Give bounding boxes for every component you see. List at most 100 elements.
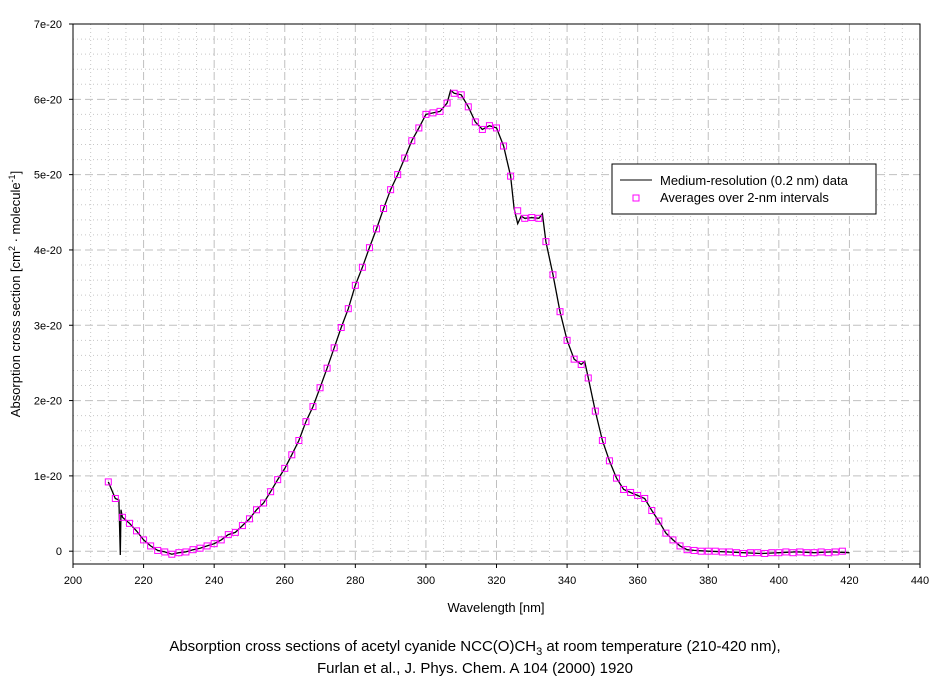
x-tick-label: 200	[64, 575, 82, 587]
x-tick-label: 300	[417, 575, 435, 587]
data-point-marker	[549, 271, 557, 279]
series-medium-resolution	[107, 89, 850, 556]
legend: Medium-resolution (0.2 nm) data Averages…	[611, 163, 877, 215]
data-point-marker	[669, 536, 677, 544]
data-point-marker	[676, 542, 684, 550]
data-point-marker	[373, 225, 381, 233]
data-point-marker	[274, 476, 282, 484]
data-point-marker	[140, 536, 148, 544]
data-point-marker	[189, 546, 197, 554]
y-tick-label: 1e-20	[34, 471, 62, 483]
data-point-marker	[500, 142, 508, 150]
data-point-marker	[803, 549, 811, 557]
data-point-marker	[295, 436, 303, 444]
y-tick-label: 3e-20	[34, 320, 62, 332]
data-point-marker	[443, 99, 451, 107]
data-point-marker	[309, 403, 317, 411]
data-point-marker	[655, 517, 663, 525]
data-point-marker	[810, 549, 818, 557]
data-point-marker	[175, 549, 183, 557]
data-point-marker	[330, 344, 338, 352]
data-point-marker	[775, 549, 783, 557]
data-point-marker	[634, 491, 642, 499]
caption-line-1: Absorption cross sections of acetyl cyan…	[169, 638, 780, 658]
data-point-marker	[231, 528, 239, 536]
data-point-marker	[344, 305, 352, 313]
data-point-marker	[182, 548, 190, 556]
x-tick-label: 280	[346, 575, 364, 587]
data-point-marker	[732, 549, 740, 557]
data-point-marker	[401, 154, 409, 162]
data-point-marker	[584, 374, 592, 382]
data-point-marker	[662, 529, 670, 537]
x-axis-label: Wavelength [nm]	[447, 600, 544, 615]
data-point-marker	[408, 137, 416, 145]
axes: 200 220 240 260 280 300 320 340 360 380 400 420 440 0…	[34, 19, 929, 587]
series-averages	[104, 89, 846, 558]
data-point-marker	[577, 360, 585, 368]
data-point-marker	[253, 506, 261, 514]
y-tick-label: 6e-20	[34, 94, 62, 106]
data-point-marker	[612, 474, 620, 482]
data-point-marker	[535, 214, 543, 222]
data-point-marker	[627, 488, 635, 496]
data-point-marker	[168, 550, 176, 558]
data-point-marker	[528, 214, 536, 222]
data-point-marker	[316, 384, 324, 392]
data-point-marker	[683, 546, 691, 554]
x-tick-label: 240	[205, 575, 223, 587]
data-point-marker	[598, 436, 606, 444]
x-tick-label: 260	[276, 575, 294, 587]
data-point-marker	[104, 478, 112, 486]
data-point-marker	[789, 549, 797, 557]
data-point-marker	[429, 109, 437, 117]
data-point-marker	[493, 124, 500, 132]
data-point-marker	[556, 308, 564, 316]
data-point-marker	[478, 125, 486, 133]
data-point-marker	[351, 281, 359, 289]
data-point-marker	[154, 546, 162, 554]
x-tick-label: 420	[840, 575, 858, 587]
data-point-marker	[415, 124, 423, 132]
data-point-marker	[747, 549, 755, 557]
data-point-marker	[641, 494, 649, 502]
legend-label-line: Medium-resolution (0.2 nm) data	[660, 173, 849, 188]
data-point-marker	[394, 171, 402, 179]
legend-label-markers: Averages over 2-nm intervals	[660, 190, 829, 205]
data-point-marker	[725, 548, 733, 556]
x-tick-label: 380	[699, 575, 717, 587]
x-tick-label: 360	[628, 575, 646, 587]
data-point-marker	[838, 547, 846, 555]
data-point-marker	[471, 118, 479, 126]
data-point-marker	[238, 522, 246, 530]
data-point-marker	[337, 324, 345, 332]
data-point-marker	[761, 549, 769, 557]
x-tick-label: 340	[558, 575, 576, 587]
data-point-marker	[196, 544, 204, 552]
data-point-marker	[302, 418, 310, 426]
data-point-marker	[570, 355, 578, 363]
data-point-marker	[203, 542, 211, 550]
data-point-marker	[288, 451, 296, 459]
legend-box	[611, 163, 877, 215]
data-point-marker	[514, 207, 522, 215]
grid	[73, 24, 920, 564]
data-point-marker	[485, 122, 493, 130]
data-point-marker	[147, 542, 155, 550]
data-point-marker	[267, 488, 275, 496]
y-tick-label: 0	[56, 546, 62, 558]
data-point-marker	[161, 548, 169, 556]
caption-line-2: Furlan et al., J. Phys. Chem. A 104 (200…	[317, 660, 633, 677]
data-point-marker	[824, 549, 832, 557]
data-point-marker	[782, 548, 790, 556]
data-line	[107, 89, 850, 556]
data-point-marker	[817, 548, 825, 556]
data-point-marker	[358, 263, 366, 271]
x-tick-label: 440	[911, 575, 929, 587]
data-point-marker	[457, 91, 465, 99]
data-point-marker	[422, 110, 430, 118]
y-tick-label: 5e-20	[34, 170, 62, 182]
data-point-marker	[563, 336, 571, 344]
data-point-marker	[125, 519, 133, 527]
data-point-marker	[697, 547, 705, 555]
